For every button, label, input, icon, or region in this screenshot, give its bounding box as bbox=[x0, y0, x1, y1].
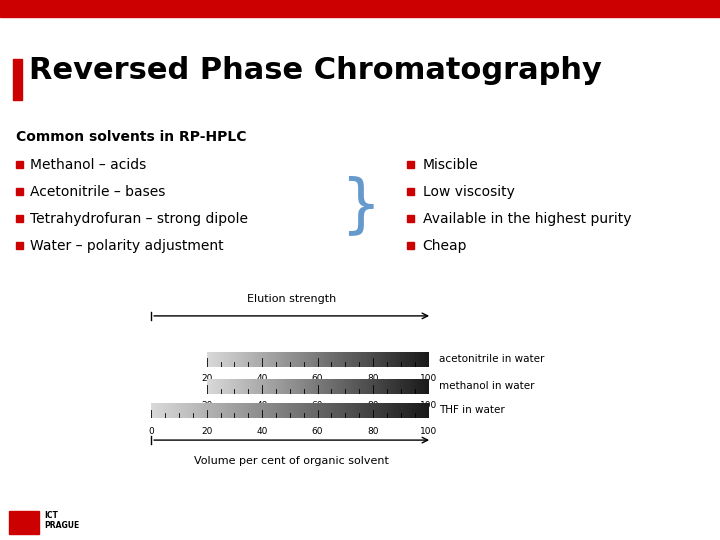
Text: 100: 100 bbox=[420, 374, 437, 383]
Text: Reversed Phase Chromatography: Reversed Phase Chromatography bbox=[29, 56, 602, 85]
Bar bbox=[16, 161, 23, 168]
Text: 60: 60 bbox=[312, 427, 323, 436]
Text: 80: 80 bbox=[367, 427, 379, 436]
Text: 60: 60 bbox=[312, 401, 323, 410]
Text: Common solvents in RP-HPLC: Common solvents in RP-HPLC bbox=[16, 130, 246, 144]
Bar bbox=[16, 215, 23, 222]
Text: THF in water: THF in water bbox=[439, 406, 505, 415]
Text: Acetonitrile – bases: Acetonitrile – bases bbox=[30, 185, 166, 199]
Bar bbox=[0, 0, 720, 17]
Text: Low viscosity: Low viscosity bbox=[423, 185, 515, 199]
Text: 20: 20 bbox=[201, 427, 212, 436]
Bar bbox=[13, 59, 22, 100]
Text: 100: 100 bbox=[420, 401, 437, 410]
Text: 40: 40 bbox=[256, 374, 268, 383]
Bar bbox=[407, 242, 414, 249]
Bar bbox=[9, 511, 39, 534]
Text: ICT
PRAGUE: ICT PRAGUE bbox=[45, 511, 80, 530]
Text: Water – polarity adjustment: Water – polarity adjustment bbox=[30, 239, 224, 253]
Bar bbox=[407, 188, 414, 195]
Text: }: } bbox=[340, 176, 380, 237]
Text: 40: 40 bbox=[256, 401, 268, 410]
Text: acetonitrile in water: acetonitrile in water bbox=[439, 354, 544, 364]
Bar bbox=[407, 215, 414, 222]
Text: 80: 80 bbox=[367, 401, 379, 410]
Text: Miscible: Miscible bbox=[423, 158, 478, 172]
Text: 100: 100 bbox=[420, 427, 437, 436]
Text: Volume per cent of organic solvent: Volume per cent of organic solvent bbox=[194, 456, 389, 467]
Text: Available in the highest purity: Available in the highest purity bbox=[423, 212, 631, 226]
Text: methanol in water: methanol in water bbox=[439, 381, 535, 391]
Text: Elution strength: Elution strength bbox=[247, 294, 336, 304]
Text: 20: 20 bbox=[201, 401, 212, 410]
Text: 40: 40 bbox=[256, 427, 268, 436]
Text: 20: 20 bbox=[201, 374, 212, 383]
Text: 80: 80 bbox=[367, 374, 379, 383]
Text: Cheap: Cheap bbox=[423, 239, 467, 253]
Text: Methanol – acids: Methanol – acids bbox=[30, 158, 146, 172]
Bar bbox=[407, 161, 414, 168]
Text: Tetrahydrofuran – strong dipole: Tetrahydrofuran – strong dipole bbox=[30, 212, 248, 226]
Bar bbox=[16, 242, 23, 249]
Text: 60: 60 bbox=[312, 374, 323, 383]
Text: 0: 0 bbox=[148, 427, 154, 436]
Bar bbox=[16, 188, 23, 195]
